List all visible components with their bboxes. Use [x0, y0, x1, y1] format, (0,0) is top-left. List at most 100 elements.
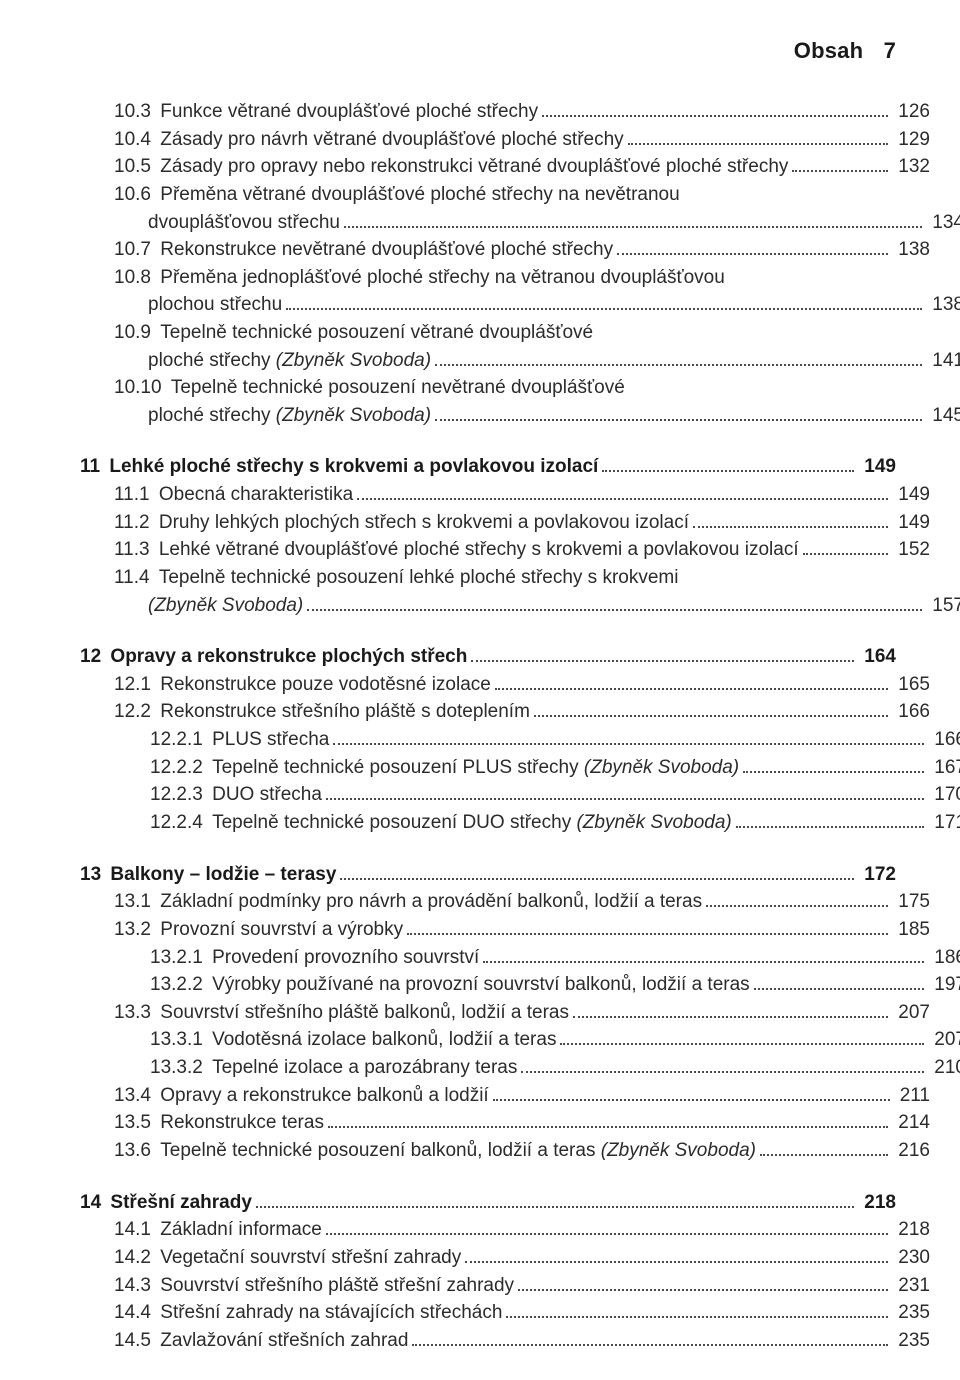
toc-entry-page: 165 — [892, 671, 930, 699]
toc-entry-page: 145 — [926, 402, 960, 430]
dot-leader — [573, 999, 888, 1018]
dot-leader — [521, 1054, 924, 1073]
toc-entry-title: Zásady pro návrh větrané dvouplášťové pl… — [160, 129, 623, 150]
toc-entry-number: 11.2 — [114, 512, 155, 533]
toc-entry-label: 13.3.1 Vodotěsná izolace balkonů, lodžií… — [150, 1026, 556, 1054]
toc-block: 10.3 Funkce větrané dvouplášťové ploché … — [80, 98, 896, 429]
toc-entry-number: 12.2.2 — [150, 757, 208, 778]
toc-entry-row: 10.3 Funkce větrané dvouplášťové ploché … — [80, 98, 930, 126]
toc-entry-title: Tepelně technické posouzení balkonů, lod… — [160, 1140, 756, 1161]
toc-entry-page: 138 — [892, 236, 930, 264]
toc-entry-page: 235 — [892, 1299, 930, 1327]
toc-entry-title: Obecná charakteristika — [159, 484, 353, 505]
toc-entry-title: Provedení provozního souvrství — [212, 947, 479, 968]
toc-entry-title: Opravy a rekonstrukce balkonů a lodžií — [160, 1085, 488, 1106]
toc-entry-number: 10.10 — [114, 377, 167, 398]
toc-entry-title: Druhy lehkých plochých střech s krokvemi… — [159, 512, 689, 533]
toc-entry-page: 197 — [928, 971, 960, 999]
toc-entry-number: 12.1 — [114, 674, 156, 695]
toc-entry-row: 13.4 Opravy a rekonstrukce balkonů a lod… — [80, 1082, 930, 1110]
toc-entry-title: Rekonstrukce pouze vodotěsné izolace — [160, 674, 491, 695]
dot-leader — [518, 1272, 888, 1291]
toc-entry-label: 10.9 Tepelně technické posouzení větrané… — [114, 319, 593, 347]
toc-chapter-row: 11 Lehké ploché střechy s krokvemi a pov… — [80, 453, 896, 481]
toc-entry-label: 13.2 Provozní souvrství a výrobky — [114, 916, 403, 944]
toc-entry-label: 13.3 Souvrství střešního pláště balkonů,… — [114, 999, 569, 1027]
toc-entry-page: 166 — [892, 698, 930, 726]
toc-entry-title: Lehké větrané dvouplášťové ploché střech… — [159, 539, 799, 560]
toc-entry-title: Rekonstrukce teras — [160, 1112, 324, 1133]
toc-entry-continuation: (Zbyněk Svoboda)157 — [80, 591, 960, 619]
toc-entry-row: 13.2.2 Výrobky používané na provozní sou… — [80, 971, 960, 999]
toc-entry-row: 13.5 Rekonstrukce teras214 — [80, 1109, 930, 1137]
toc-entry-title-cont: plochou střechu — [148, 291, 282, 319]
toc-entry-number: 12.2.4 — [150, 812, 208, 833]
toc-entry-label: 12.2.2 Tepelně technické posouzení PLUS … — [150, 754, 739, 782]
toc-entry-number: 14.1 — [114, 1219, 156, 1240]
toc-entry-title: Tepelně technické posouzení nevětrané dv… — [171, 377, 625, 398]
dot-leader — [743, 754, 924, 773]
toc-entry-row: 12.2 Rekonstrukce střešního pláště s dot… — [80, 698, 930, 726]
toc-entry-row: 14.1 Základní informace218 — [80, 1216, 930, 1244]
toc-entry-page: 207 — [928, 1026, 960, 1054]
toc-entry-page: 211 — [894, 1082, 930, 1110]
toc-entry-title: Základní podmínky pro návrh a provádění … — [160, 891, 702, 912]
dot-leader — [333, 726, 924, 745]
toc-entry-page: 164 — [858, 643, 896, 671]
toc-entry-row: 10.7 Rekonstrukce nevětrané dvouplášťové… — [80, 236, 930, 264]
toc-entry-number: 13.6 — [114, 1140, 156, 1161]
toc-entry-page: 149 — [892, 509, 930, 537]
dot-leader — [307, 591, 922, 610]
dot-leader — [256, 1189, 854, 1208]
dot-leader — [286, 291, 922, 310]
toc-entry-page: 134 — [926, 209, 960, 237]
toc-entry-row: 13.3.2 Tepelné izolace a parozábrany ter… — [80, 1054, 960, 1082]
toc-entry-label: 12.2 Rekonstrukce střešního pláště s dot… — [114, 698, 530, 726]
toc-entry-number: 12.2 — [114, 701, 156, 722]
dot-leader — [628, 126, 889, 145]
dot-leader — [602, 453, 854, 472]
toc-entry-number: 14.2 — [114, 1247, 156, 1268]
toc-entry-title: Vodotěsná izolace balkonů, lodžií a tera… — [212, 1029, 556, 1050]
toc-entry-title: Provozní souvrství a výrobky — [160, 919, 403, 940]
toc-entry-title: Souvrství střešního pláště balkonů, lodž… — [160, 1002, 569, 1023]
toc-entry-page: 167 — [928, 754, 960, 782]
toc-entry-title: Rekonstrukce střešního pláště s doteplen… — [160, 701, 530, 722]
toc-entry-label: 12.1 Rekonstrukce pouze vodotěsné izolac… — [114, 671, 491, 699]
toc-entry-row: 13.2 Provozní souvrství a výrobky185 — [80, 916, 930, 944]
dot-leader — [326, 1216, 888, 1235]
toc-entry-page: 216 — [892, 1137, 930, 1165]
toc-entry-row: 10.5 Zásady pro opravy nebo rekonstrukci… — [80, 153, 930, 181]
toc-entry-title: Balkony – lodžie – terasy — [110, 864, 336, 885]
toc-entry-number: 13.4 — [114, 1085, 156, 1106]
toc-entry-label: 12 Opravy a rekonstrukce plochých střech — [80, 643, 467, 671]
toc-entry-page: 231 — [892, 1272, 930, 1300]
toc-entry-number: 14 — [80, 1192, 106, 1213]
toc-entry-continuation: ploché střechy (Zbyněk Svoboda)141 — [80, 346, 960, 374]
toc-entry-title: PLUS střecha — [212, 729, 329, 750]
toc-entry-number: 10.6 — [114, 184, 156, 205]
toc-entry-row: 13.3.1 Vodotěsná izolace balkonů, lodžií… — [80, 1026, 960, 1054]
toc-entry-number: 12.2.1 — [150, 729, 208, 750]
toc-entry-label: 11 Lehké ploché střechy s krokvemi a pov… — [80, 453, 598, 481]
toc-entry-row: 13.2.1 Provedení provozního souvrství186 — [80, 943, 960, 971]
toc-entry-number: 11 — [80, 456, 105, 477]
toc-entry-row: 12.2.4 Tepelně technické posouzení DUO s… — [80, 809, 960, 837]
dot-leader — [495, 671, 888, 690]
toc-entry-label: 13.1 Základní podmínky pro návrh a prová… — [114, 888, 702, 916]
toc-entry-number: 10.9 — [114, 322, 156, 343]
toc-entry-row: 10.9 Tepelně technické posouzení větrané… — [80, 319, 930, 347]
toc-entry-title: Výrobky používané na provozní souvrství … — [212, 974, 750, 995]
toc-entry-number: 13.3 — [114, 1002, 156, 1023]
toc-entry-title: Tepelně technické posouzení lehké ploché… — [159, 567, 679, 588]
toc-entry-row: 14.2 Vegetační souvrství střešní zahrady… — [80, 1244, 930, 1272]
toc-entry-label: 11.3 Lehké větrané dvouplášťové ploché s… — [114, 536, 799, 564]
toc-entry-page: 157 — [926, 592, 960, 620]
toc-entry-page: 235 — [892, 1327, 930, 1355]
toc-entry-number: 10.5 — [114, 156, 156, 177]
toc-entry-number: 10.3 — [114, 101, 156, 122]
toc-entry-page: 218 — [892, 1216, 930, 1244]
dot-leader — [792, 153, 888, 172]
toc-entry-page: 207 — [892, 999, 930, 1027]
toc-entry-label: 13.4 Opravy a rekonstrukce balkonů a lod… — [114, 1082, 489, 1110]
